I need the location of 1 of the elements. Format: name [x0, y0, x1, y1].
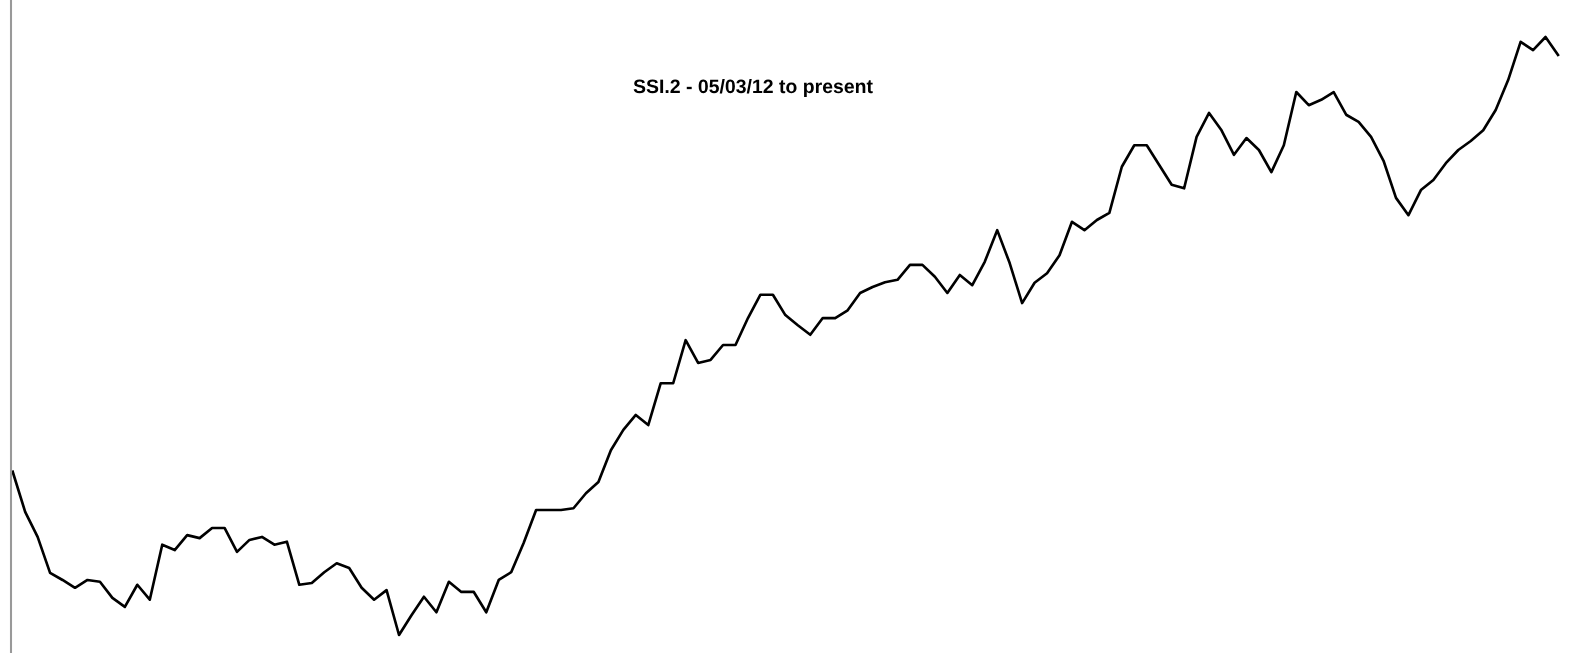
text: SSI.2 - 05/03/12 to present [633, 78, 873, 98]
